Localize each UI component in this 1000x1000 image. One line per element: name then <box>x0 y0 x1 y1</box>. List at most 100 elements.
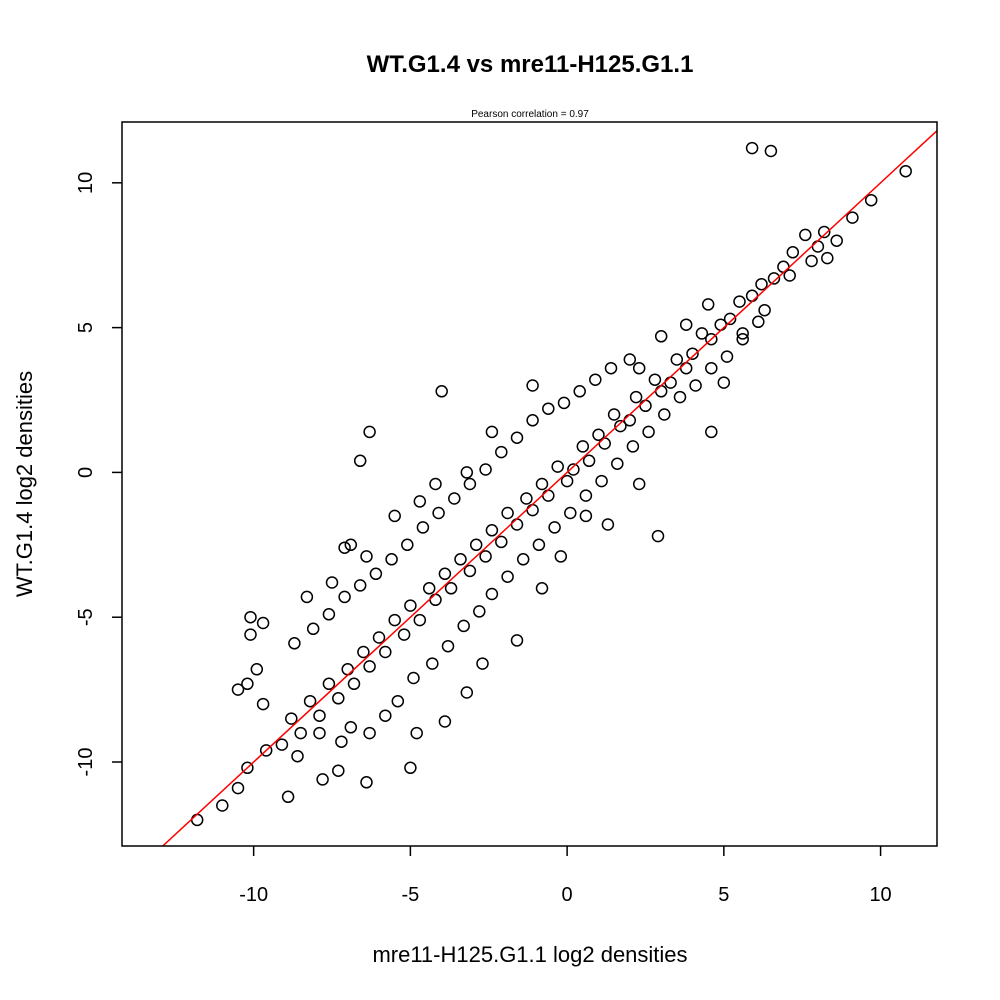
data-point <box>388 613 401 627</box>
data-point <box>758 303 771 317</box>
data-point <box>799 228 812 242</box>
x-tick-label: 10 <box>869 884 891 906</box>
data-point <box>632 477 646 491</box>
data-point <box>479 463 492 476</box>
data-point <box>479 550 492 563</box>
data-point <box>457 619 470 633</box>
data-point <box>306 622 320 636</box>
data-point <box>607 408 621 421</box>
data-point <box>281 790 295 804</box>
x-tick-label: -5 <box>401 884 419 906</box>
data-point <box>689 379 702 392</box>
data-point <box>444 582 458 595</box>
data-point <box>469 538 483 552</box>
data-point <box>864 193 878 207</box>
data-point <box>379 645 392 659</box>
data-point <box>560 474 574 488</box>
data-point <box>332 764 345 777</box>
data-point <box>485 425 499 439</box>
data-point <box>404 599 417 612</box>
data-point <box>388 509 401 523</box>
data-point <box>654 385 668 398</box>
data-point <box>357 645 370 659</box>
data-point <box>510 518 524 531</box>
data-point <box>401 538 414 552</box>
data-point <box>485 524 499 537</box>
data-point <box>495 535 508 549</box>
data-point <box>723 312 737 326</box>
data-point <box>764 144 778 158</box>
data-point <box>256 697 270 711</box>
data-point <box>438 715 452 728</box>
data-points <box>190 141 912 827</box>
data-point <box>899 164 912 178</box>
data-point <box>250 663 264 676</box>
data-point <box>786 246 800 259</box>
data-point <box>432 506 445 520</box>
data-point <box>303 694 317 708</box>
data-point <box>322 677 336 691</box>
y-tick-label: -5 <box>75 608 97 626</box>
data-point <box>294 726 307 740</box>
data-point <box>658 408 671 421</box>
data-point <box>767 272 781 285</box>
data-point <box>745 141 759 155</box>
data-point <box>407 671 420 685</box>
data-point <box>338 590 351 604</box>
data-point <box>567 463 580 476</box>
data-point <box>564 506 577 520</box>
data-point <box>416 521 430 534</box>
data-point <box>501 570 514 583</box>
data-point <box>385 553 398 566</box>
y-tick-label: -10 <box>75 748 97 777</box>
data-point <box>701 298 715 311</box>
data-point <box>372 631 386 644</box>
data-point <box>391 694 405 708</box>
y-tick-label: 0 <box>75 467 97 478</box>
data-point <box>300 590 314 604</box>
data-point <box>369 567 383 581</box>
data-point <box>275 738 289 751</box>
data-point <box>322 608 336 621</box>
x-axis: -10 -5 0 5 10 <box>239 846 892 906</box>
data-point <box>347 677 361 691</box>
data-point <box>216 799 229 812</box>
data-point <box>332 692 345 705</box>
data-point <box>526 379 539 392</box>
data-point <box>520 492 533 505</box>
data-point <box>426 657 439 670</box>
data-point <box>705 332 718 346</box>
data-point <box>413 613 427 627</box>
data-point <box>510 431 524 444</box>
data-point <box>341 663 354 676</box>
data-point <box>614 419 627 433</box>
data-point <box>244 628 257 641</box>
x-tick-label: 0 <box>562 884 573 906</box>
data-point <box>291 749 304 763</box>
data-point <box>325 576 339 589</box>
data-point <box>686 347 699 360</box>
data-point <box>542 489 555 502</box>
data-point <box>460 466 474 479</box>
data-point <box>231 781 245 795</box>
data-point <box>460 686 474 699</box>
data-point <box>639 399 652 413</box>
data-point <box>363 660 376 673</box>
data-point <box>285 712 298 725</box>
data-point <box>573 385 586 398</box>
data-point <box>397 628 411 641</box>
data-point <box>313 726 326 740</box>
data-point <box>338 541 351 554</box>
data-point <box>448 492 461 505</box>
data-point <box>576 440 590 453</box>
data-point <box>752 315 765 329</box>
data-point <box>651 529 665 543</box>
data-point <box>582 454 596 468</box>
x-tick-label: -10 <box>239 884 268 906</box>
data-point <box>579 489 593 502</box>
chart-subtitle: Pearson correlation = 0.97 <box>471 109 589 120</box>
data-point <box>485 587 499 601</box>
data-point <box>241 677 254 691</box>
data-point <box>526 414 539 427</box>
data-point <box>353 454 367 468</box>
